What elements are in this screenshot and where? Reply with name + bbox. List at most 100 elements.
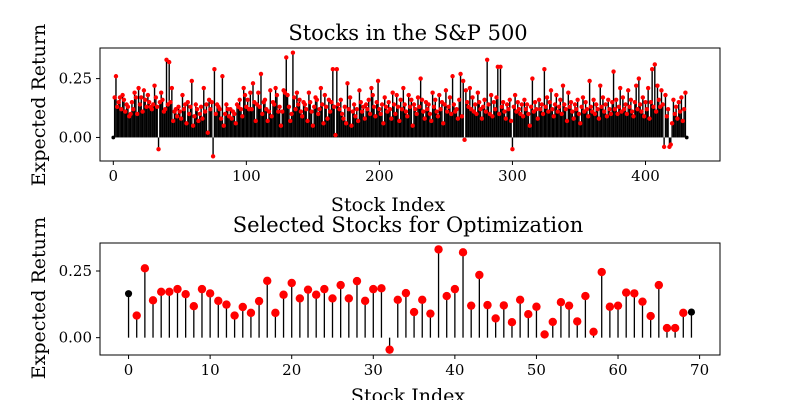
data-point (540, 111, 546, 117)
data-point (503, 116, 508, 121)
data-point (271, 308, 280, 318)
data-point (176, 104, 181, 110)
data-point (399, 107, 405, 112)
data-point (278, 123, 284, 128)
data-point (184, 121, 189, 126)
data-point (611, 69, 616, 74)
data-point (258, 71, 264, 77)
data-point (596, 116, 602, 121)
data-point (463, 88, 469, 93)
data-point (496, 111, 502, 117)
data-point (120, 92, 125, 98)
data-point (196, 118, 201, 124)
data-point (407, 104, 413, 110)
data-point (398, 97, 403, 102)
plot-frame (99, 47, 721, 162)
data-point (676, 99, 681, 105)
data-point (128, 111, 133, 117)
data-point (614, 97, 619, 102)
data-point (272, 102, 277, 107)
data-point (524, 102, 530, 107)
data-point (201, 85, 206, 91)
data-point (328, 294, 337, 303)
data-point (586, 114, 591, 119)
data-point (627, 104, 632, 110)
data-point (680, 118, 685, 124)
data-point (482, 97, 487, 102)
data-point (419, 97, 425, 102)
data-point (401, 288, 411, 298)
y-ticks: 0.00 0.25 (59, 262, 100, 347)
data-point (149, 107, 155, 112)
data-point (262, 97, 268, 102)
data-point (571, 116, 576, 121)
data-point (178, 116, 184, 121)
data-point (330, 66, 336, 72)
data-point (491, 314, 500, 323)
data-point (457, 97, 462, 102)
data-point (551, 114, 556, 119)
data-point (426, 102, 431, 107)
data-point (580, 95, 586, 100)
data-point (470, 95, 475, 100)
data-point (274, 92, 280, 98)
data-point (152, 83, 157, 88)
data-point (342, 104, 348, 110)
data-point (490, 114, 495, 119)
data-point (647, 116, 652, 121)
data-point (266, 109, 272, 114)
data-point (654, 280, 664, 290)
data-point (494, 95, 499, 100)
data-point (375, 78, 381, 84)
data-point (458, 248, 468, 257)
x-tick-label: 400 (631, 167, 660, 185)
data-point (411, 102, 417, 107)
data-point (618, 85, 623, 91)
data-point (112, 95, 117, 100)
data-point (560, 83, 566, 88)
data-point (297, 97, 302, 102)
data-point (598, 83, 603, 88)
data-point (512, 92, 518, 98)
data-point (467, 85, 473, 91)
data-point (578, 121, 583, 126)
data-point (672, 111, 677, 117)
data-point (675, 116, 680, 121)
data-point (197, 284, 207, 294)
data-point (308, 99, 313, 105)
data-point (119, 107, 124, 112)
data-point (193, 102, 198, 107)
data-point (177, 109, 183, 114)
data-point (500, 99, 506, 105)
data-point (159, 90, 164, 95)
data-point (581, 291, 590, 301)
data-point (273, 85, 278, 91)
data-point (280, 109, 285, 114)
x-tick-label: 0 (124, 361, 134, 379)
data-point (222, 300, 231, 309)
data-point (232, 111, 237, 117)
data-point (144, 104, 149, 110)
data-point (539, 102, 544, 107)
y-tick-label: 0.00 (59, 128, 92, 146)
data-point (260, 111, 265, 117)
data-point (430, 90, 435, 95)
data-point (574, 107, 579, 112)
data-point (289, 111, 294, 117)
data-point (455, 116, 461, 121)
data-point (257, 104, 262, 110)
data-point (125, 104, 131, 110)
data-point (198, 104, 204, 110)
data-point (222, 111, 228, 117)
chart-title: Stocks in the S&P 500 (288, 21, 527, 45)
data-point (365, 107, 370, 112)
data-point (406, 92, 411, 98)
data-point (639, 109, 644, 114)
data-point (296, 102, 301, 107)
x-tick-label: 300 (498, 167, 527, 185)
data-point (668, 142, 673, 147)
data-point (140, 264, 150, 273)
data-point (174, 114, 180, 119)
data-point (608, 111, 614, 117)
data-point (669, 121, 675, 126)
